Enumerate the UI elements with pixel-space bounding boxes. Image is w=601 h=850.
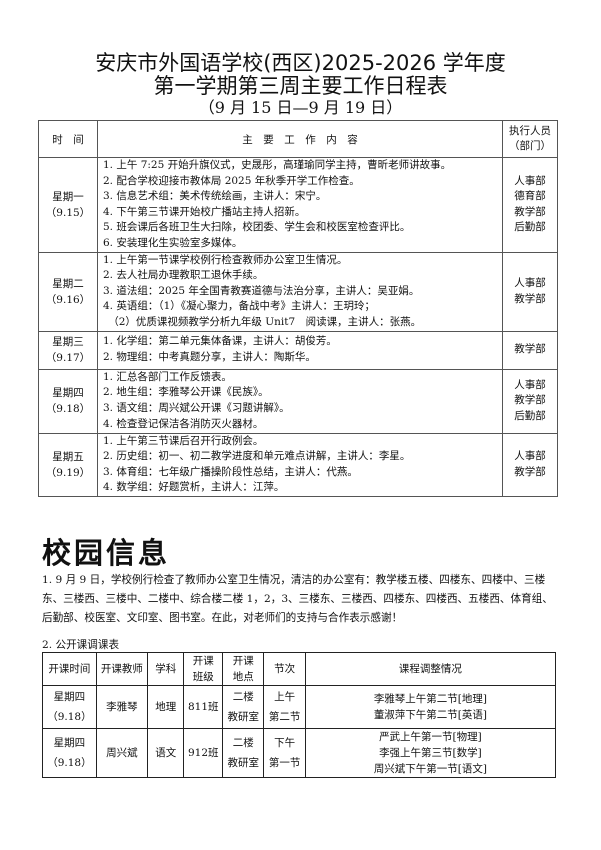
items-cell: 1. 上午第一节课学校例行检查教师办公室卫生情况。 2. 去人社局办理教职工退休手… bbox=[97, 251, 503, 332]
adjust-class-cell: 811班 bbox=[183, 685, 224, 729]
work-item: 6. 安装理化生实验室多媒体。 bbox=[103, 236, 243, 249]
work-item: 4. 英语组：（1）《凝心聚力，备战中考》主讲人：王玥玲； bbox=[103, 300, 376, 313]
title-line-1: 安庆市外国语学校(西区)2025-2026 学年度 bbox=[95, 51, 506, 75]
dept-name: 人事部 bbox=[514, 450, 546, 463]
day-cell: 星期四 （9.18） bbox=[38, 368, 98, 434]
dept-cell: 人事部 教学部 bbox=[502, 251, 558, 332]
day-cell: 星期一 （9.15） bbox=[38, 157, 98, 253]
adjust-header-cell: 开课 班级 bbox=[183, 652, 224, 686]
schedule-row: 星期四 （9.18） 1. 汇总各部门工作反馈表。 2. 地生组：李雅琴公开课《民族》… bbox=[38, 368, 558, 434]
header-time: 时 间 bbox=[38, 120, 98, 158]
header-dept: 执行人员 （部门） bbox=[502, 120, 558, 158]
adjust-detail: 严武上午第一节[物理] bbox=[379, 731, 482, 743]
adjust-period-cell: 上午 第二节 bbox=[263, 685, 306, 729]
work-item: 4. 下午第三节课开始校广播站主持人招新。 bbox=[103, 205, 306, 218]
campus-info-heading: 校园信息 bbox=[42, 536, 171, 570]
items-cell: 1. 上午第三节课后召开行政例会。 2. 历史组：初一、初二教学进度和单元难点讲解… bbox=[97, 432, 503, 497]
dept-cell: 人事部 教学部 后勤部 bbox=[502, 368, 558, 434]
schedule-header-row: 时 间 主 要 工 作 内 容 执行人员 （部门） bbox=[38, 120, 558, 158]
items-cell: 1. 汇总各部门工作反馈表。 2. 地生组：李雅琴公开课《民族》。 3. 语文组：周… bbox=[97, 368, 503, 434]
dept-cell: 教学部 bbox=[502, 330, 558, 370]
adjust-time-cell: 星期四 （9.18） bbox=[42, 685, 97, 729]
adjust-teacher-cell: 李雅琴 bbox=[95, 685, 148, 729]
class-adjust-table: 开课时间 开课教师 学科 开课 班级 开课 地点 节次 课程调整情况 星期四 （9.18）李… bbox=[42, 652, 557, 778]
dept-name: 教学部 bbox=[514, 394, 546, 407]
adjust-detail: 李强上午第三节[数学] bbox=[379, 747, 482, 759]
work-item: 2. 物理组：中考真题分享，主讲人：陶斯华。 bbox=[103, 351, 316, 364]
day-cell: 星期三 （9.17） bbox=[38, 330, 98, 370]
adjust-header-row: 开课时间 开课教师 学科 开课 班级 开课 地点 节次 课程调整情况 bbox=[42, 652, 557, 686]
work-item: 4. 数学组：好题赏析，主讲人：江萍。 bbox=[103, 481, 285, 494]
adjust-subject-cell: 地理 bbox=[146, 685, 185, 729]
schedule-row: 星期二 （9.16） 1. 上午第一节课学校例行检查教师办公室卫生情况。 2. 去人社… bbox=[38, 251, 558, 332]
adjust-period-cell: 下午 第一节 bbox=[263, 728, 306, 778]
dept-name: 教学部 bbox=[514, 465, 546, 478]
work-item: 1. 上午第一节课学校例行检查教师办公室卫生情况。 bbox=[103, 253, 348, 266]
dept-name: 人事部 bbox=[514, 277, 546, 290]
adjust-detail: 周兴斌下午第一节[语文] bbox=[373, 763, 488, 775]
date-range: （9 月 15 日—9 月 19 日） bbox=[198, 98, 403, 117]
work-item: 3. 语文组：周兴斌公开课《习题讲解》。 bbox=[103, 402, 290, 415]
adjust-table-title: 2. 公开课调课表 bbox=[42, 639, 120, 651]
work-item: 3. 信息艺术组：美术传统绘画，主讲人：宋宁。 bbox=[103, 190, 327, 203]
adjust-row: 星期四 （9.18） 周兴斌 语文 912班 二楼 教研室 下午 第一节 严武上午第一节[物… bbox=[42, 728, 557, 778]
adjust-row: 星期四 （9.18） 李雅琴 地理 811班 二楼 教研室 上午 第二节 李雅琴上午第二节[… bbox=[42, 685, 557, 729]
work-item: （2）优质课视频教学分析九年级 Unit7 阅读课，主讲人：张燕。 bbox=[103, 315, 422, 328]
adjust-place-cell: 二楼 教研室 bbox=[222, 685, 265, 729]
dept-name: 教学部 bbox=[514, 292, 546, 305]
work-item: 2. 去人社局办理教职工退休手续。 bbox=[103, 269, 264, 282]
work-item: 3. 道法组：2025 年全国青教赛道德与法治分享，主讲人：吴亚娟。 bbox=[103, 284, 420, 297]
dept-name: 教学部 bbox=[514, 343, 546, 356]
campus-info-paragraph: 1. 9 月 9 日，学校例行检查了教师办公室卫生情况，清洁的办公室有：教学楼五… bbox=[42, 574, 553, 624]
work-item: 1. 上午第三节课后召开行政例会。 bbox=[103, 434, 264, 447]
adjust-place-cell: 二楼 教研室 bbox=[222, 728, 265, 778]
dept-name: 后勤部 bbox=[514, 221, 546, 234]
items-cell: 1. 上午 7:25 开始升旗仪式，史晟彤，高瑾瑜同学主持，曹昕老师讲故事。 2.… bbox=[97, 157, 503, 253]
dept-name: 人事部 bbox=[514, 378, 546, 391]
schedule-row: 星期三 （9.17） 1. 化学组：第二单元集体备课，主讲人：胡俊芳。 2. 物理组：… bbox=[38, 330, 558, 370]
dept-name: 教学部 bbox=[514, 205, 546, 218]
schedule-table: 时 间 主 要 工 作 内 容 执行人员 （部门） 星期一 （9.15） 1. 上午 … bbox=[38, 120, 558, 497]
adjust-subject-cell: 语文 bbox=[146, 728, 185, 778]
schedule-row: 星期五 （9.19） 1. 上午第三节课后召开行政例会。 2. 历史组：初一、初二教学… bbox=[38, 432, 558, 497]
adjust-detail: 李雅琴上午第二节[地理] bbox=[373, 693, 488, 705]
work-item: 2. 配合学校迎接市教体局 2025 年秋季开学工作检查。 bbox=[103, 174, 360, 187]
day-cell: 星期五 （9.19） bbox=[38, 432, 98, 497]
adjust-detail-cell: 李雅琴上午第二节[地理] 董淑萍下午第二节[英语] bbox=[304, 685, 557, 729]
items-cell: 1. 化学组：第二单元集体备课，主讲人：胡俊芳。 2. 物理组：中考真题分享，主讲… bbox=[97, 330, 503, 370]
schedule-row: 星期一 （9.15） 1. 上午 7:25 开始升旗仪式，史晟彤，高瑾瑜同学主持，曹… bbox=[38, 157, 558, 253]
adjust-header-cell: 开课教师 bbox=[95, 652, 148, 686]
adjust-header-cell: 课程调整情况 bbox=[304, 652, 557, 686]
dept-cell: 人事部德育部教学部后勤部 bbox=[502, 157, 558, 253]
dept-name: 德育部 bbox=[514, 190, 546, 203]
work-item: 1. 上午 7:25 开始升旗仪式，史晟彤，高瑾瑜同学主持，曹昕老师讲故事。 bbox=[103, 159, 452, 171]
header-content: 主 要 工 作 内 容 bbox=[97, 120, 503, 158]
dept-name: 人事部 bbox=[514, 174, 546, 187]
work-item: 1. 化学组：第二单元集体备课，主讲人：胡俊芳。 bbox=[103, 335, 337, 348]
adjust-header-cell: 开课 地点 bbox=[222, 652, 265, 686]
work-item: 2. 历史组：初一、初二教学进度和单元难点讲解，主讲人：李星。 bbox=[103, 450, 411, 463]
work-item: 3. 体育组：七年级广播操阶段性总结，主讲人：代燕。 bbox=[103, 465, 358, 478]
dept-name: 后勤部 bbox=[514, 409, 546, 422]
work-item: 4. 检查登记保洁各消防灭火器材。 bbox=[103, 417, 264, 430]
adjust-detail-cell: 严武上午第一节[物理] 李强上午第三节[数学] 周兴斌下午第一节[语文] bbox=[304, 728, 557, 778]
work-item: 5. 班会课后各班卫生大扫除，校团委、学生会和校医室检查评比。 bbox=[103, 221, 411, 234]
day-cell: 星期二 （9.16） bbox=[38, 251, 98, 332]
work-item: 1. 汇总各部门工作反馈表。 bbox=[103, 370, 232, 383]
dept-cell: 人事部 教学部 bbox=[502, 432, 558, 497]
work-item: 2. 地生组：李雅琴公开课《民族》。 bbox=[103, 386, 269, 399]
adjust-detail: 董淑萍下午第二节[英语] bbox=[373, 709, 488, 721]
adjust-teacher-cell: 周兴斌 bbox=[95, 728, 148, 778]
adjust-header-cell: 节次 bbox=[263, 652, 306, 686]
adjust-class-cell: 912班 bbox=[183, 728, 224, 778]
title-line-2: 第一学期第三周主要工作日程表 bbox=[153, 74, 448, 98]
adjust-header-cell: 学科 bbox=[146, 652, 185, 686]
adjust-header-cell: 开课时间 bbox=[42, 652, 97, 686]
adjust-time-cell: 星期四 （9.18） bbox=[42, 728, 97, 778]
